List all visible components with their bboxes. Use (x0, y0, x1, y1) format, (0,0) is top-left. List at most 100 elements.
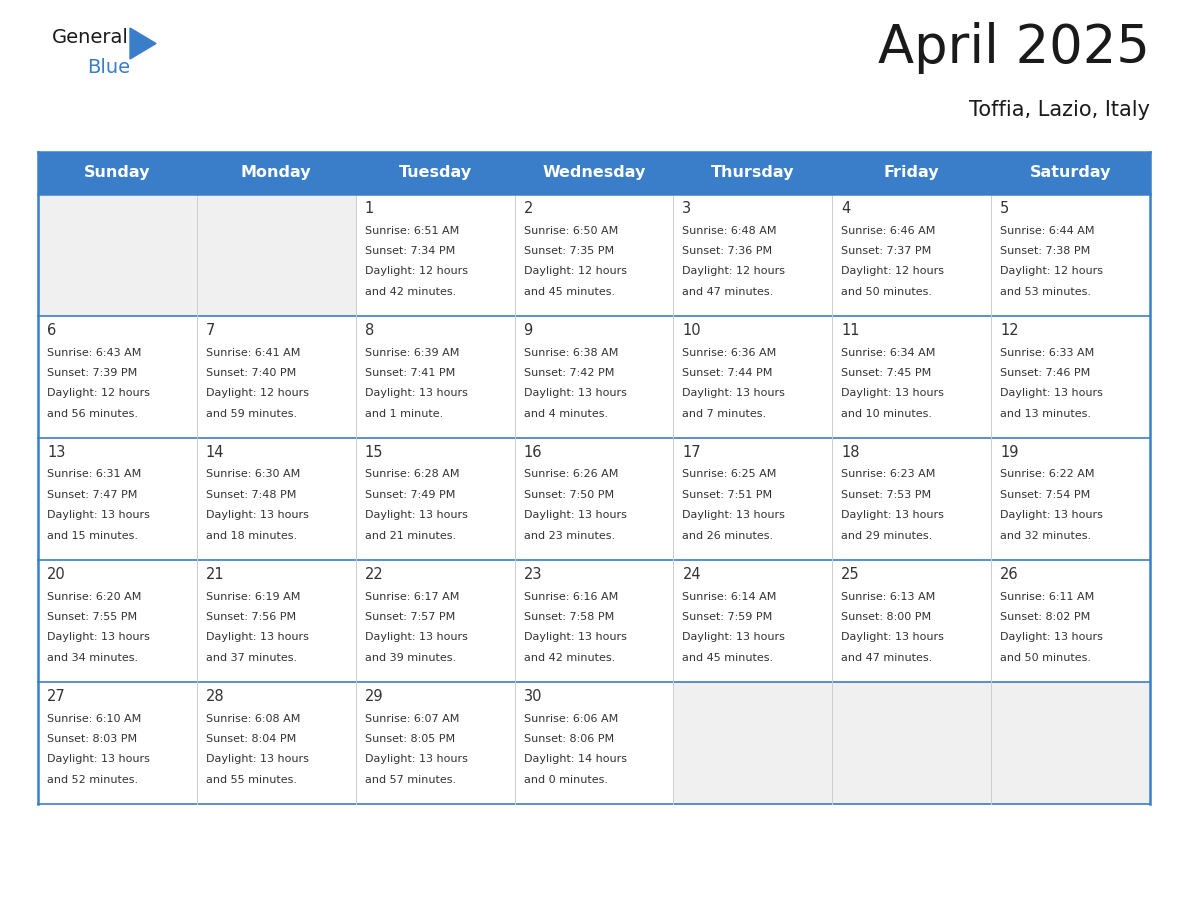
Text: Daylight: 12 hours: Daylight: 12 hours (48, 388, 150, 398)
Text: and 4 minutes.: and 4 minutes. (524, 409, 608, 419)
Text: 23: 23 (524, 567, 542, 582)
Text: Sunset: 8:05 PM: Sunset: 8:05 PM (365, 734, 455, 744)
Text: Daylight: 13 hours: Daylight: 13 hours (682, 388, 785, 398)
Bar (38, 152, 197, 194)
Text: Sunrise: 6:08 AM: Sunrise: 6:08 AM (206, 713, 301, 723)
Text: Sunset: 7:58 PM: Sunset: 7:58 PM (524, 612, 614, 622)
Bar (355, 438, 514, 560)
Text: 11: 11 (841, 323, 860, 338)
Text: and 55 minutes.: and 55 minutes. (206, 775, 297, 785)
Text: 22: 22 (365, 567, 384, 582)
Text: 30: 30 (524, 689, 542, 704)
Text: Sunset: 7:56 PM: Sunset: 7:56 PM (206, 612, 296, 622)
Bar (674, 152, 833, 194)
Text: Daylight: 13 hours: Daylight: 13 hours (48, 510, 150, 521)
Bar (991, 316, 1150, 438)
Bar (197, 560, 355, 682)
Bar (674, 316, 833, 438)
Text: Sunset: 7:45 PM: Sunset: 7:45 PM (841, 368, 931, 378)
Text: 14: 14 (206, 445, 225, 460)
Bar (514, 682, 674, 804)
Text: 4: 4 (841, 201, 851, 216)
Text: Sunset: 7:40 PM: Sunset: 7:40 PM (206, 368, 296, 378)
Text: 18: 18 (841, 445, 860, 460)
Text: Sunrise: 6:48 AM: Sunrise: 6:48 AM (682, 226, 777, 236)
Text: Sunrise: 6:10 AM: Sunrise: 6:10 AM (48, 713, 141, 723)
Text: Tuesday: Tuesday (399, 165, 472, 181)
Text: and 45 minutes.: and 45 minutes. (682, 653, 773, 663)
Text: Sunrise: 6:34 AM: Sunrise: 6:34 AM (841, 348, 936, 357)
Text: Saturday: Saturday (1030, 165, 1111, 181)
Text: and 42 minutes.: and 42 minutes. (524, 653, 615, 663)
Bar (833, 682, 991, 804)
Text: Daylight: 13 hours: Daylight: 13 hours (841, 388, 944, 398)
Text: and 23 minutes.: and 23 minutes. (524, 531, 614, 541)
Text: Daylight: 13 hours: Daylight: 13 hours (1000, 510, 1102, 521)
Bar (197, 682, 355, 804)
Text: Sunrise: 6:14 AM: Sunrise: 6:14 AM (682, 591, 777, 601)
Text: and 26 minutes.: and 26 minutes. (682, 531, 773, 541)
Text: Sunset: 7:44 PM: Sunset: 7:44 PM (682, 368, 773, 378)
Text: Sunset: 7:39 PM: Sunset: 7:39 PM (48, 368, 138, 378)
Bar (991, 194, 1150, 316)
Text: and 13 minutes.: and 13 minutes. (1000, 409, 1091, 419)
Bar (38, 560, 197, 682)
Text: and 10 minutes.: and 10 minutes. (841, 409, 933, 419)
Text: Sunset: 7:59 PM: Sunset: 7:59 PM (682, 612, 772, 622)
Text: Daylight: 13 hours: Daylight: 13 hours (365, 755, 468, 765)
Text: 25: 25 (841, 567, 860, 582)
Text: and 37 minutes.: and 37 minutes. (206, 653, 297, 663)
Text: and 52 minutes.: and 52 minutes. (48, 775, 138, 785)
Text: April 2025: April 2025 (878, 22, 1150, 74)
Text: Sunrise: 6:50 AM: Sunrise: 6:50 AM (524, 226, 618, 236)
Text: Sunset: 7:54 PM: Sunset: 7:54 PM (1000, 490, 1091, 500)
Text: Sunrise: 6:31 AM: Sunrise: 6:31 AM (48, 469, 141, 479)
Text: and 59 minutes.: and 59 minutes. (206, 409, 297, 419)
Text: and 21 minutes.: and 21 minutes. (365, 531, 456, 541)
Text: Daylight: 12 hours: Daylight: 12 hours (682, 266, 785, 276)
Text: 7: 7 (206, 323, 215, 338)
Text: Sunset: 7:35 PM: Sunset: 7:35 PM (524, 246, 614, 256)
Text: Daylight: 13 hours: Daylight: 13 hours (48, 755, 150, 765)
Text: Sunset: 7:36 PM: Sunset: 7:36 PM (682, 246, 772, 256)
Text: Sunset: 7:37 PM: Sunset: 7:37 PM (841, 246, 931, 256)
Text: 19: 19 (1000, 445, 1018, 460)
Text: Sunset: 7:49 PM: Sunset: 7:49 PM (365, 490, 455, 500)
Bar (833, 560, 991, 682)
Text: 24: 24 (682, 567, 701, 582)
Text: Sunrise: 6:44 AM: Sunrise: 6:44 AM (1000, 226, 1094, 236)
Bar (833, 316, 991, 438)
Text: Sunset: 7:34 PM: Sunset: 7:34 PM (365, 246, 455, 256)
Text: Daylight: 12 hours: Daylight: 12 hours (206, 388, 309, 398)
Text: 10: 10 (682, 323, 701, 338)
Text: Sunrise: 6:06 AM: Sunrise: 6:06 AM (524, 713, 618, 723)
Bar (197, 316, 355, 438)
Text: Sunrise: 6:07 AM: Sunrise: 6:07 AM (365, 713, 459, 723)
Text: Sunrise: 6:51 AM: Sunrise: 6:51 AM (365, 226, 459, 236)
Bar (38, 316, 197, 438)
Text: Toffia, Lazio, Italy: Toffia, Lazio, Italy (969, 100, 1150, 120)
Text: and 47 minutes.: and 47 minutes. (682, 287, 773, 297)
Bar (38, 682, 197, 804)
Text: 21: 21 (206, 567, 225, 582)
Bar (991, 152, 1150, 194)
Polygon shape (129, 28, 156, 59)
Bar (514, 316, 674, 438)
Text: Sunset: 7:50 PM: Sunset: 7:50 PM (524, 490, 614, 500)
Text: Sunrise: 6:33 AM: Sunrise: 6:33 AM (1000, 348, 1094, 357)
Text: Sunset: 7:57 PM: Sunset: 7:57 PM (365, 612, 455, 622)
Bar (674, 194, 833, 316)
Text: Sunset: 7:53 PM: Sunset: 7:53 PM (841, 490, 931, 500)
Bar (514, 438, 674, 560)
Bar (991, 682, 1150, 804)
Text: Daylight: 13 hours: Daylight: 13 hours (524, 388, 626, 398)
Text: 5: 5 (1000, 201, 1010, 216)
Text: General: General (52, 28, 128, 47)
Text: and 0 minutes.: and 0 minutes. (524, 775, 607, 785)
Text: Daylight: 13 hours: Daylight: 13 hours (365, 388, 468, 398)
Text: Wednesday: Wednesday (542, 165, 646, 181)
Text: and 47 minutes.: and 47 minutes. (841, 653, 933, 663)
Text: Daylight: 13 hours: Daylight: 13 hours (365, 510, 468, 521)
Text: and 29 minutes.: and 29 minutes. (841, 531, 933, 541)
Text: Daylight: 13 hours: Daylight: 13 hours (1000, 633, 1102, 643)
